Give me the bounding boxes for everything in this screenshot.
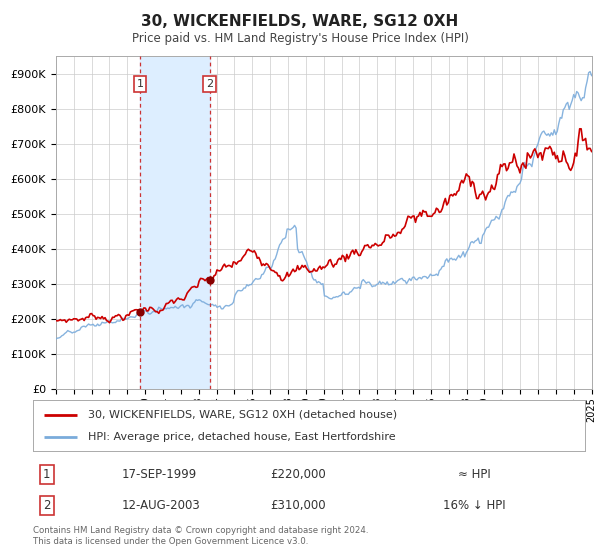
Text: 1: 1 — [43, 468, 50, 481]
Text: Price paid vs. HM Land Registry's House Price Index (HPI): Price paid vs. HM Land Registry's House … — [131, 32, 469, 45]
Text: 17-SEP-1999: 17-SEP-1999 — [121, 468, 197, 481]
Text: 2: 2 — [43, 499, 50, 512]
Text: HPI: Average price, detached house, East Hertfordshire: HPI: Average price, detached house, East… — [88, 432, 396, 442]
Text: 2: 2 — [206, 79, 214, 89]
Bar — [140, 56, 210, 389]
Text: £220,000: £220,000 — [270, 468, 326, 481]
Text: ≈ HPI: ≈ HPI — [458, 468, 491, 481]
Text: £310,000: £310,000 — [270, 499, 326, 512]
Text: 12-AUG-2003: 12-AUG-2003 — [121, 499, 200, 512]
Text: 30, WICKENFIELDS, WARE, SG12 0XH (detached house): 30, WICKENFIELDS, WARE, SG12 0XH (detach… — [88, 409, 397, 419]
Text: 1: 1 — [137, 79, 143, 89]
Text: 16% ↓ HPI: 16% ↓ HPI — [443, 499, 506, 512]
Text: 30, WICKENFIELDS, WARE, SG12 0XH: 30, WICKENFIELDS, WARE, SG12 0XH — [142, 14, 458, 29]
Text: Contains HM Land Registry data © Crown copyright and database right 2024.
This d: Contains HM Land Registry data © Crown c… — [33, 526, 368, 546]
